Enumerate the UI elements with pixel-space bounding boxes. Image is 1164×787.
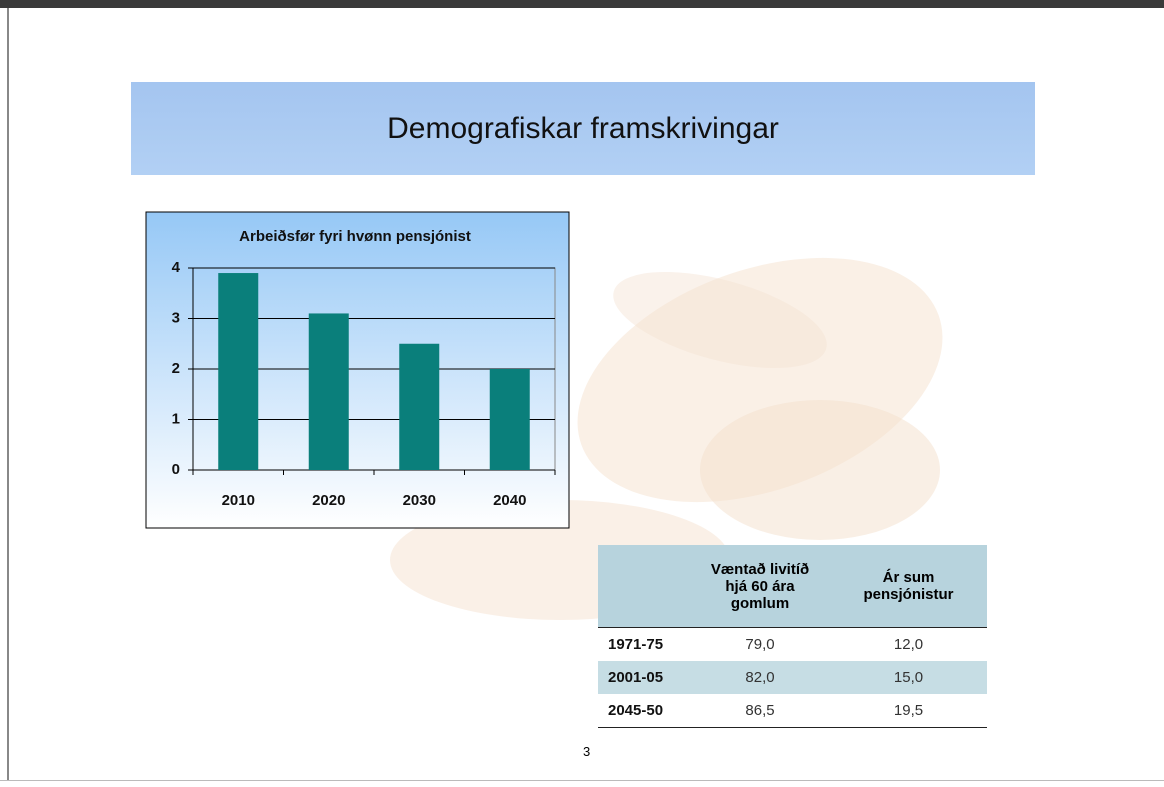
x-tick-label: 2020 [312, 492, 345, 509]
cell: 15,0 [830, 661, 987, 694]
cell: 12,0 [830, 628, 987, 662]
x-tick-label: 2030 [403, 492, 436, 509]
row-label: 1971-75 [598, 628, 690, 662]
y-tick-label: 3 [172, 309, 180, 326]
header-text: Væntað livitíð hjá 60 ára gomlum [704, 561, 816, 612]
y-tick-label: 2 [172, 360, 180, 377]
cell: 79,0 [690, 628, 830, 662]
cell: 86,5 [690, 694, 830, 728]
bar [309, 313, 349, 470]
x-tick-label: 2010 [222, 492, 255, 509]
page-number: 3 [583, 744, 590, 759]
row-label: 2001-05 [598, 661, 690, 694]
chart-title: Arbeiðsfør fyri hvønn pensjónist [239, 228, 471, 245]
cell: 19,5 [830, 694, 987, 728]
slide: Demografiskar framskrivingar Arbeiðsfør … [0, 0, 1164, 787]
bar [218, 273, 258, 470]
header-text: Ár sum pensjónistur [849, 569, 969, 603]
y-tick-label: 1 [172, 410, 180, 427]
column-header: Væntað livitíð hjá 60 ára gomlum [690, 545, 830, 628]
bar [399, 344, 439, 470]
column-header: Ár sum pensjónistur [830, 545, 987, 628]
bar [490, 369, 530, 470]
y-tick-label: 4 [172, 259, 181, 276]
x-tick-label: 2040 [493, 492, 526, 509]
corner-cell [598, 545, 690, 628]
row-label: 2045-50 [598, 694, 690, 728]
data-table: Væntað livitíð hjá 60 ára gomlum Ár sum … [598, 545, 987, 728]
y-tick-label: 0 [172, 461, 180, 478]
chart: Arbeiðsfør fyri hvønn pensjónist 0 1 2 3 4 20… [0, 0, 1164, 787]
cell: 82,0 [690, 661, 830, 694]
